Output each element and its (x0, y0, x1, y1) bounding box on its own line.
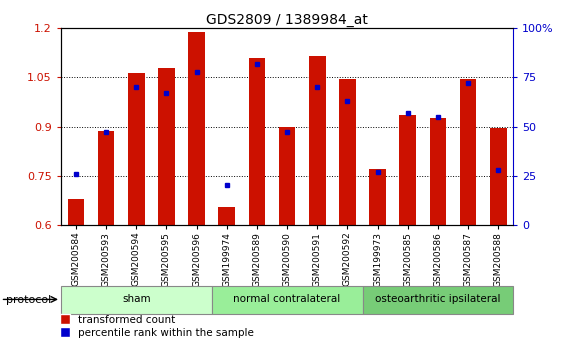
FancyBboxPatch shape (362, 286, 513, 314)
Bar (219, 207, 235, 225)
Legend: transformed count, percentile rank within the sample: transformed count, percentile rank withi… (61, 315, 253, 338)
FancyBboxPatch shape (212, 286, 362, 314)
Text: sham: sham (122, 295, 151, 304)
Bar (68, 199, 84, 225)
Bar (460, 79, 476, 225)
Bar (400, 115, 416, 225)
Bar (249, 58, 265, 225)
Bar (279, 126, 295, 225)
Bar (188, 32, 205, 225)
Bar (309, 56, 325, 225)
Text: normal contralateral: normal contralateral (234, 295, 340, 304)
Bar (430, 118, 446, 225)
Bar (128, 73, 144, 225)
Bar (339, 79, 356, 225)
Text: protocol: protocol (6, 295, 51, 305)
Bar (158, 68, 175, 225)
Bar (369, 169, 386, 225)
Title: GDS2809 / 1389984_at: GDS2809 / 1389984_at (206, 13, 368, 27)
FancyBboxPatch shape (61, 286, 212, 314)
Bar (490, 128, 506, 225)
Text: osteoarthritic ipsilateral: osteoarthritic ipsilateral (375, 295, 501, 304)
Bar (98, 131, 114, 225)
